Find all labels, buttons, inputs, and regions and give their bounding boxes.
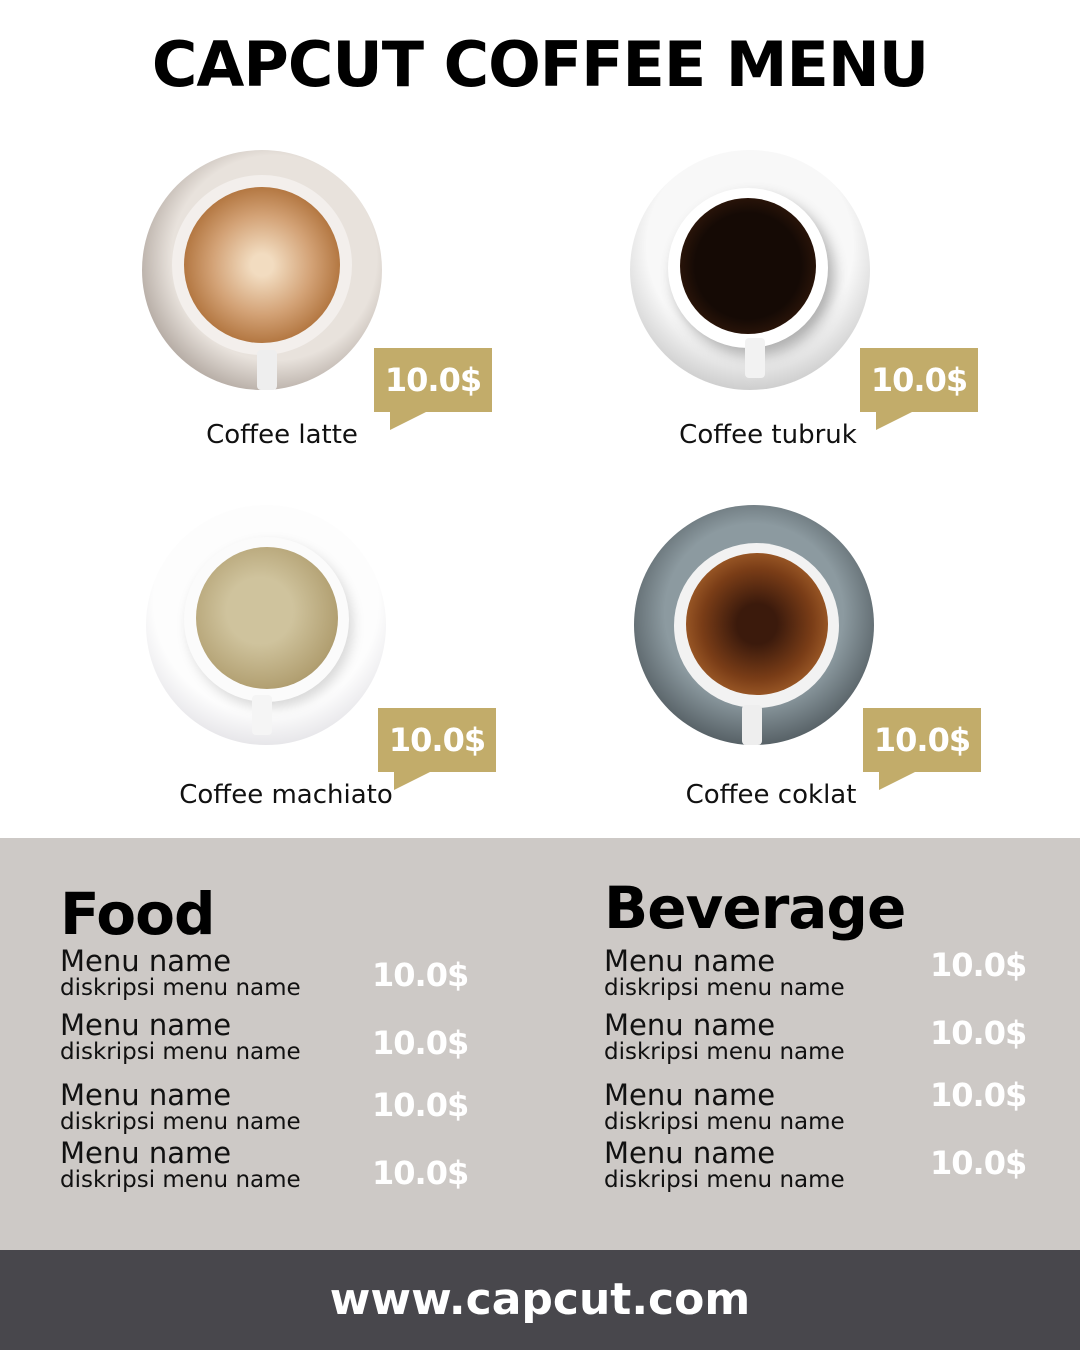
menu-item-price: 10.0$ bbox=[372, 1086, 469, 1124]
menu-item-price: 10.0$ bbox=[930, 946, 1027, 984]
menu-item-name: Menu name bbox=[604, 1078, 776, 1112]
menu-section bbox=[0, 838, 1080, 1250]
menu-item-price: 10.0$ bbox=[930, 1076, 1027, 1114]
coffee-name: Coffee coklat bbox=[685, 780, 857, 810]
coffee-latte-image bbox=[142, 150, 382, 390]
menu-item-name: Menu name bbox=[60, 1078, 232, 1112]
menu-item-description: diskripsi menu name bbox=[604, 1167, 845, 1193]
menu-item-description: diskripsi menu name bbox=[60, 1167, 301, 1193]
menu-item-description: diskripsi menu name bbox=[604, 1039, 845, 1065]
menu-item-price: 10.0$ bbox=[930, 1144, 1027, 1182]
coffee-name: Coffee latte bbox=[206, 420, 358, 450]
price-tag-coklat: 10.0$ bbox=[863, 708, 981, 790]
menu-item-price: 10.0$ bbox=[372, 1154, 469, 1192]
coffee-name: Coffee tubruk bbox=[679, 420, 857, 450]
menu-item-name: Menu name bbox=[604, 1008, 776, 1042]
page-title: CAPCUT COFFEE MENU bbox=[151, 28, 929, 101]
menu-item-name: Menu name bbox=[604, 1136, 776, 1170]
menu-item-description: diskripsi menu name bbox=[60, 1039, 301, 1065]
menu-item-name: Menu name bbox=[60, 1136, 232, 1170]
menu-item-description: diskripsi menu name bbox=[60, 1109, 301, 1135]
price-tag-machiato: 10.0$ bbox=[378, 708, 496, 790]
menu-item-name: Menu name bbox=[604, 944, 776, 978]
menu-item-price: 10.0$ bbox=[372, 1024, 469, 1062]
coffee-tubruk-image bbox=[630, 150, 870, 390]
beverage-title: Beverage bbox=[604, 874, 906, 942]
menu-item-description: diskripsi menu name bbox=[604, 1109, 845, 1135]
coffee-name: Coffee machiato bbox=[179, 780, 393, 810]
price-tag-latte: 10.0$ bbox=[374, 348, 492, 430]
menu-item-description: diskripsi menu name bbox=[60, 975, 301, 1001]
coffee-coklat-image bbox=[634, 505, 874, 745]
menu-item-name: Menu name bbox=[60, 1008, 232, 1042]
coffee-machiato-image bbox=[146, 505, 386, 745]
website-footer: www.capcut.com bbox=[0, 1250, 1080, 1350]
menu-item-name: Menu name bbox=[60, 944, 232, 978]
menu-item-price: 10.0$ bbox=[930, 1014, 1027, 1052]
menu-item-price: 10.0$ bbox=[372, 956, 469, 994]
food-title: Food bbox=[60, 880, 215, 948]
menu-item-description: diskripsi menu name bbox=[604, 975, 845, 1001]
price-tag-tubruk: 10.0$ bbox=[860, 348, 978, 430]
